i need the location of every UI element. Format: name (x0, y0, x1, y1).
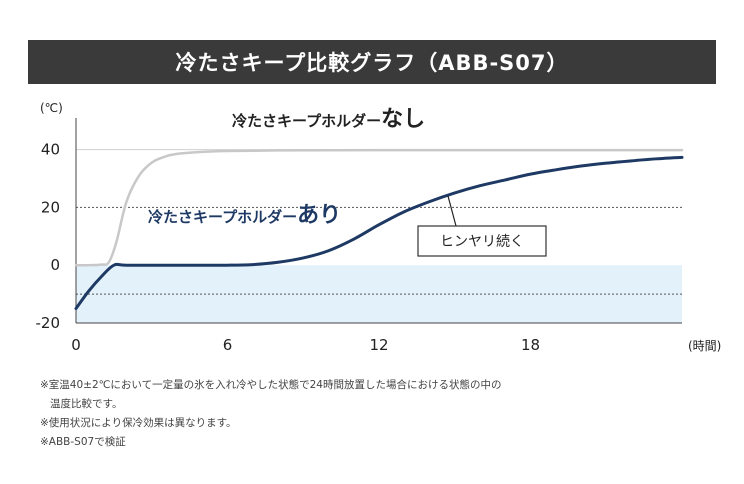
x-tick-label: 6 (223, 336, 233, 354)
x-tick-label: 18 (521, 336, 540, 354)
callout-pointer (447, 195, 457, 227)
footnote-line: 温度比較です。 (50, 398, 123, 410)
callout-label: ヒンヤリ続く (440, 233, 524, 250)
y-tick-label: 20 (41, 198, 60, 216)
callout-box (417, 225, 547, 257)
chart-title: 冷たさキープ比較グラフ（ABB-S07） (28, 40, 716, 84)
series-line-with-holder (74, 155, 684, 311)
y-tick-label: 0 (50, 256, 60, 274)
series-label-without-holder: 冷たさキープホルダーなし (232, 107, 425, 132)
x-unit-label: (時間) (688, 339, 721, 353)
x-tick-label: 0 (71, 336, 81, 354)
y-tick-label: 40 (41, 141, 60, 159)
footnotes: ※室温40±2℃において一定量の氷を入れ冷やした状態で24時間放置した場合におけ… (40, 376, 720, 452)
footnote-line: ※室温40±2℃において一定量の氷を入れ冷やした状態で24時間放置した場合におけ… (40, 379, 502, 391)
y-tick-label: -20 (36, 314, 61, 332)
series-line-without-holder (74, 148, 684, 267)
footnote-line: ※使用状況により保冷効果は異なります。 (40, 417, 237, 429)
footnote-line: ※ABB-S07で検証 (40, 436, 126, 448)
series-label-with-holder: 冷たさキープホルダーあり (148, 203, 341, 228)
y-unit-label: (℃) (40, 101, 63, 115)
below-zero-band (76, 265, 682, 323)
x-tick-label: 12 (369, 336, 388, 354)
